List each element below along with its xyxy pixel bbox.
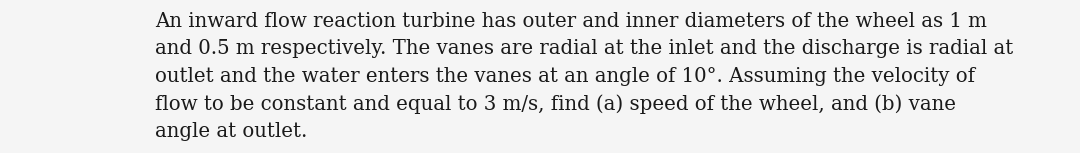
Text: An inward flow reaction turbine has outer and inner diameters of the wheel as 1 : An inward flow reaction turbine has oute… bbox=[156, 12, 987, 31]
Text: outlet and the water enters the vanes at an angle of 10°. Assuming the velocity : outlet and the water enters the vanes at… bbox=[156, 67, 975, 86]
Text: angle at outlet.: angle at outlet. bbox=[156, 122, 308, 141]
Text: flow to be constant and equal to 3 m/s, find (a) speed of the wheel, and (b) van: flow to be constant and equal to 3 m/s, … bbox=[156, 95, 956, 114]
Text: and 0.5 m respectively. The vanes are radial at the inlet and the discharge is r: and 0.5 m respectively. The vanes are ra… bbox=[156, 39, 1013, 58]
